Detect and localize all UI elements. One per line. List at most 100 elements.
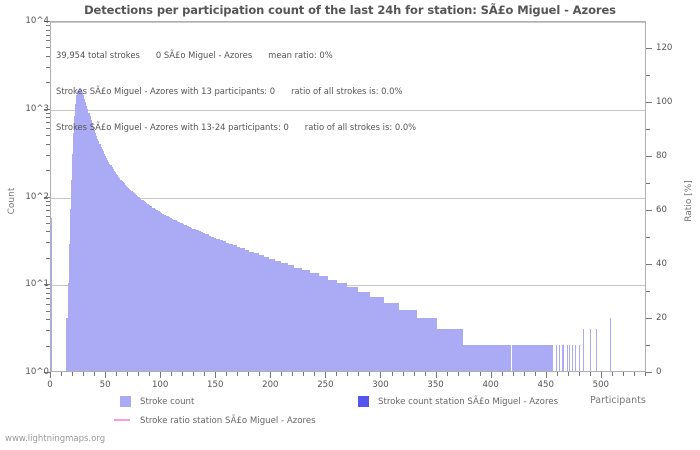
- bar: [88, 112, 90, 371]
- y-tick-left-minor: [46, 122, 50, 123]
- y-tick-label-left: 10^4: [25, 16, 49, 26]
- x-tick-minor: [336, 372, 337, 376]
- bar: [457, 329, 459, 371]
- y-tick-left-minor: [46, 40, 50, 41]
- bar: [97, 138, 99, 371]
- bar: [227, 242, 229, 371]
- bar: [411, 309, 413, 371]
- bar: [402, 309, 404, 371]
- y-tick-left: [44, 109, 50, 110]
- bar: [194, 229, 196, 371]
- bar: [515, 344, 517, 371]
- bar: [285, 263, 287, 371]
- bar: [283, 263, 285, 371]
- bar: [291, 265, 293, 371]
- bar: [578, 344, 580, 371]
- x-tick-minor: [634, 372, 635, 376]
- bar: [217, 238, 219, 371]
- bar: [215, 237, 217, 371]
- bar: [444, 329, 446, 371]
- bar: [544, 344, 546, 371]
- x-tick-minor: [480, 372, 481, 376]
- bar: [436, 329, 438, 371]
- bar: [493, 344, 495, 371]
- x-tick-minor: [469, 372, 470, 376]
- y-tick-left-minor: [46, 330, 50, 331]
- x-tick-label: 100: [151, 380, 169, 390]
- bar: [234, 245, 237, 371]
- bar: [479, 344, 481, 371]
- y-tick-left-minor: [46, 47, 50, 48]
- bar: [485, 344, 487, 371]
- y-tick-label-right: 40: [656, 259, 667, 269]
- x-tick-label: 250: [317, 380, 334, 390]
- y-tick-left: [44, 197, 50, 198]
- bar: [125, 185, 128, 371]
- bar: [476, 344, 478, 371]
- x-tick-minor: [292, 372, 293, 376]
- bar: [298, 267, 300, 371]
- y-axis-label-left: Count: [7, 187, 17, 215]
- bar: [412, 309, 414, 371]
- bar: [197, 230, 199, 371]
- bar: [101, 149, 103, 371]
- bar: [238, 246, 240, 371]
- bar: [562, 344, 564, 371]
- bar: [71, 153, 74, 371]
- bar: [104, 155, 107, 371]
- bar: [445, 329, 447, 371]
- bar: [489, 344, 491, 371]
- bar: [373, 296, 375, 371]
- bar: [259, 254, 261, 371]
- bar: [336, 279, 338, 371]
- bar: [491, 344, 493, 371]
- x-tick: [50, 372, 51, 378]
- bar: [128, 187, 130, 371]
- bar: [448, 329, 450, 371]
- bar: [153, 208, 155, 371]
- y-tick-right-minor: [646, 183, 650, 184]
- bar: [286, 263, 288, 371]
- y-tick-left-minor: [46, 216, 50, 217]
- y-tick-left-minor: [46, 144, 50, 145]
- bar: [135, 194, 137, 371]
- y-tick-right: [646, 318, 652, 319]
- y-tick-left: [44, 284, 50, 285]
- x-tick-label: 300: [372, 380, 389, 390]
- bar: [199, 231, 201, 371]
- bar: [555, 344, 557, 371]
- bar: [349, 287, 351, 371]
- bar: [407, 309, 410, 371]
- bar: [417, 318, 419, 371]
- bar: [548, 344, 551, 371]
- y-tick-left-minor: [46, 311, 50, 312]
- y-tick-left-minor: [46, 135, 50, 136]
- bar: [80, 89, 82, 371]
- bar: [237, 246, 239, 371]
- x-tick-minor: [204, 372, 205, 376]
- bar: [204, 233, 206, 371]
- x-tick-minor: [226, 372, 227, 376]
- bar: [266, 256, 269, 371]
- bar: [177, 221, 179, 371]
- y-tick-left-minor: [46, 346, 50, 347]
- bar: [504, 344, 506, 371]
- y-tick-left-minor: [46, 319, 50, 320]
- bar: [223, 241, 226, 371]
- bar: [69, 209, 71, 371]
- bar: [340, 283, 342, 371]
- bar: [523, 344, 525, 371]
- bar: [263, 256, 265, 371]
- bar: [455, 329, 457, 371]
- bar: [314, 273, 316, 371]
- bar: [449, 329, 451, 371]
- bar: [381, 296, 383, 371]
- bar: [208, 235, 210, 371]
- y-tick-left-minor: [46, 56, 50, 57]
- bar: [505, 344, 508, 371]
- bar: [75, 104, 77, 371]
- bar: [425, 318, 427, 371]
- watermark: www.lightningmaps.org: [5, 434, 106, 444]
- bar: [274, 260, 276, 371]
- bar: [284, 263, 286, 371]
